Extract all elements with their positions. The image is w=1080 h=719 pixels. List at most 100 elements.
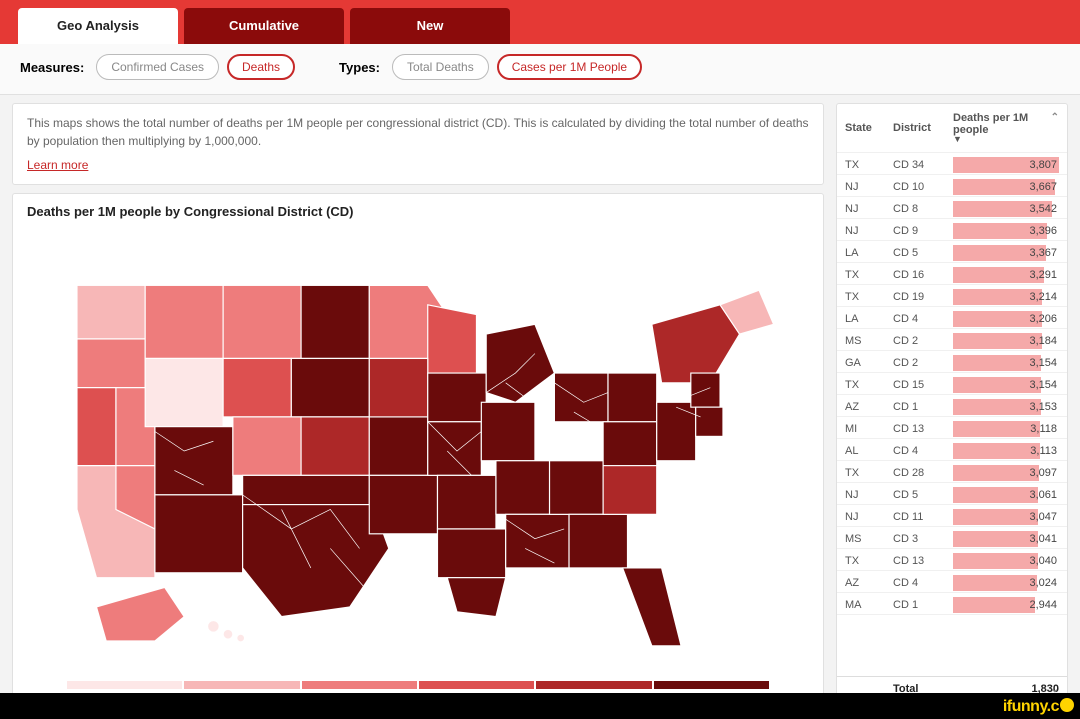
cell-state: MS xyxy=(845,335,893,347)
cell-value: 3,040 xyxy=(953,553,1059,569)
cell-state: MI xyxy=(845,423,893,435)
value-text: 3,047 xyxy=(1029,511,1059,523)
us-map[interactable] xyxy=(27,227,809,675)
table-row[interactable]: TXCD 133,040 xyxy=(837,549,1067,571)
legend-swatch xyxy=(184,681,299,689)
table-row[interactable]: MACD 12,944 xyxy=(837,593,1067,615)
table-row[interactable]: AZCD 13,153 xyxy=(837,395,1067,417)
table-row[interactable]: TXCD 193,214 xyxy=(837,285,1067,307)
col-district[interactable]: District xyxy=(893,122,953,134)
controls-bar: Measures: Confirmed Cases Deaths Types: … xyxy=(0,44,1080,95)
col-value[interactable]: Deaths per 1M people ▼ xyxy=(953,112,1059,144)
cell-district: CD 4 xyxy=(893,445,953,457)
value-bar xyxy=(953,399,1041,415)
table-row[interactable]: NJCD 8 3,542 xyxy=(837,197,1067,219)
cell-state: NJ xyxy=(845,489,893,501)
table-row[interactable]: LACD 5 3,367 xyxy=(837,241,1067,263)
value-text: 3,206 xyxy=(1029,313,1059,325)
table-row[interactable]: TXCD 153,154 xyxy=(837,373,1067,395)
cell-district: CD 13 xyxy=(893,423,953,435)
cell-district: CD 8 xyxy=(893,203,953,215)
type-cases-per-million[interactable]: Cases per 1M People xyxy=(497,54,642,80)
legend-swatch xyxy=(67,681,182,689)
value-text: 3,118 xyxy=(1030,423,1059,435)
footer-bar: ifunny.c xyxy=(0,693,1080,719)
cell-state: AZ xyxy=(845,401,893,413)
cell-state: LA xyxy=(845,247,893,259)
left-panel: This maps shows the total number of deat… xyxy=(12,95,824,715)
cell-value: 3,041 xyxy=(953,531,1059,547)
scroll-up-icon[interactable]: ⌃ xyxy=(1051,112,1059,123)
cell-value: 3,118 xyxy=(953,421,1059,437)
table-row[interactable]: MSCD 33,041 xyxy=(837,527,1067,549)
cell-value: 3,807 xyxy=(953,157,1059,173)
tab-geo-analysis[interactable]: Geo Analysis xyxy=(18,8,178,44)
value-text: 3,113 xyxy=(1030,445,1059,457)
table-row[interactable]: AZCD 43,024 xyxy=(837,571,1067,593)
cell-district: CD 9 xyxy=(893,225,953,237)
data-table: State District Deaths per 1M people ▼ ⌃ … xyxy=(836,103,1068,703)
cell-state: TX xyxy=(845,159,893,171)
watermark: ifunny.c xyxy=(1003,698,1074,716)
cell-district: CD 34 xyxy=(893,159,953,171)
table-row[interactable]: TXCD 283,097 xyxy=(837,461,1067,483)
value-text: 3,396 xyxy=(1029,225,1059,237)
table-row[interactable]: TXCD 163,291 xyxy=(837,263,1067,285)
main-content: This maps shows the total number of deat… xyxy=(0,95,1080,715)
value-bar xyxy=(953,421,1040,437)
learn-more-link[interactable]: Learn more xyxy=(27,156,88,174)
cell-value: 3,153 xyxy=(953,399,1059,415)
cell-district: CD 4 xyxy=(893,313,953,325)
value-bar xyxy=(953,553,1038,569)
map-panel: Deaths per 1M people by Congressional Di… xyxy=(12,193,824,715)
table-row[interactable]: NJCD 53,061 xyxy=(837,483,1067,505)
value-text: 3,542 xyxy=(1029,203,1059,215)
value-text: 3,367 xyxy=(1029,247,1059,259)
table-row[interactable]: NJCD 113,047 xyxy=(837,505,1067,527)
cell-state: NJ xyxy=(845,181,893,193)
description-box: This maps shows the total number of deat… xyxy=(12,103,824,185)
cell-value: 3,291 xyxy=(953,267,1059,283)
table-row[interactable]: LACD 4 3,206 xyxy=(837,307,1067,329)
cell-state: NJ xyxy=(845,203,893,215)
legend-swatch xyxy=(654,681,769,689)
table-row[interactable]: NJCD 103,667 xyxy=(837,175,1067,197)
tab-cumulative[interactable]: Cumulative xyxy=(184,8,344,44)
legend-swatch xyxy=(536,681,651,689)
type-total-deaths[interactable]: Total Deaths xyxy=(392,54,489,80)
table-row[interactable]: ALCD 43,113 xyxy=(837,439,1067,461)
map-title: Deaths per 1M people by Congressional Di… xyxy=(27,204,809,219)
table-row[interactable]: MSCD 23,184 xyxy=(837,329,1067,351)
measure-deaths[interactable]: Deaths xyxy=(227,54,295,80)
cell-district: CD 15 xyxy=(893,379,953,391)
cell-value: 3,154 xyxy=(953,355,1059,371)
cell-district: CD 13 xyxy=(893,555,953,567)
cell-state: LA xyxy=(845,313,893,325)
value-bar xyxy=(953,487,1038,503)
value-text: 3,097 xyxy=(1029,467,1059,479)
cell-district: CD 2 xyxy=(893,335,953,347)
table-body[interactable]: TXCD 343,807NJCD 103,667NJCD 83,542NJCD … xyxy=(837,153,1067,676)
value-bar xyxy=(953,377,1041,393)
table-header: State District Deaths per 1M people ▼ ⌃ xyxy=(837,104,1067,153)
value-text: 3,024 xyxy=(1029,577,1059,589)
value-bar xyxy=(953,355,1041,371)
col-state[interactable]: State xyxy=(845,122,893,134)
value-text: 3,667 xyxy=(1029,181,1059,193)
cell-value: 3,061 xyxy=(953,487,1059,503)
tab-new[interactable]: New xyxy=(350,8,510,44)
cell-state: TX xyxy=(845,555,893,567)
table-row[interactable]: NJCD 93,396 xyxy=(837,219,1067,241)
table-row[interactable]: GACD 23,154 xyxy=(837,351,1067,373)
value-text: 2,944 xyxy=(1029,599,1059,611)
table-row[interactable]: MICD 13 3,118 xyxy=(837,417,1067,439)
table-row[interactable]: TXCD 34 3,807 xyxy=(837,153,1067,175)
cell-value: 2,944 xyxy=(953,597,1059,613)
cell-district: CD 5 xyxy=(893,247,953,259)
cell-state: MA xyxy=(845,599,893,611)
value-text: 3,807 xyxy=(1029,159,1059,171)
cell-district: CD 16 xyxy=(893,269,953,281)
description-text: This maps shows the total number of deat… xyxy=(27,116,809,148)
measure-confirmed-cases[interactable]: Confirmed Cases xyxy=(96,54,219,80)
cell-value: 3,542 xyxy=(953,201,1059,217)
